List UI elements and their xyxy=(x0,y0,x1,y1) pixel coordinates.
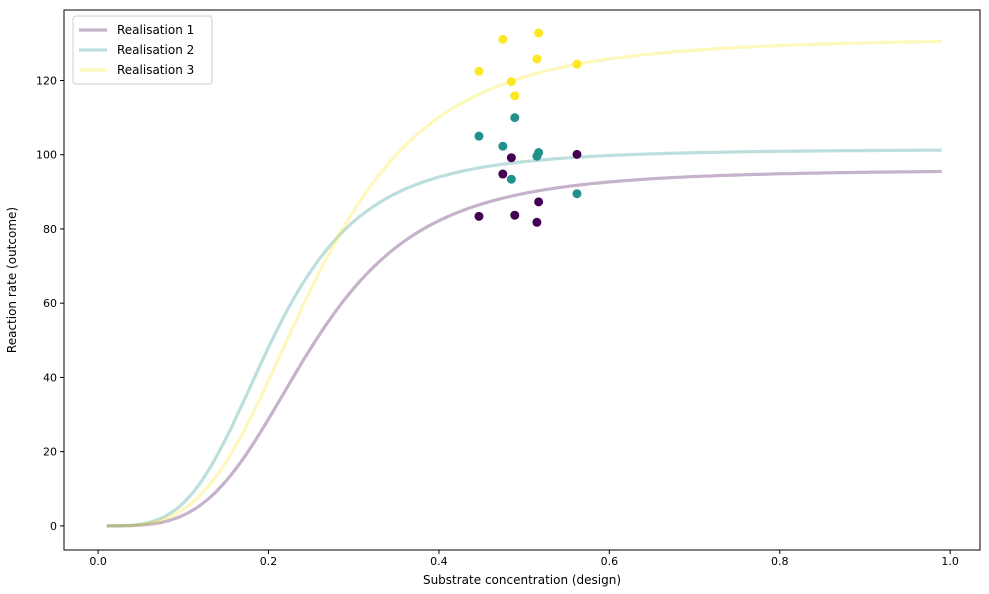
x-tick-label: 1.0 xyxy=(941,555,959,568)
y-tick-label: 120 xyxy=(36,75,57,88)
curve-realisation-2 xyxy=(106,148,942,528)
data-point-realisation-2 xyxy=(510,113,520,123)
x-tick-label: 0.4 xyxy=(430,555,448,568)
scatter-points xyxy=(474,28,582,227)
data-point-realisation-1 xyxy=(498,169,508,179)
x-tick-label: 0.6 xyxy=(601,555,619,568)
x-tick-label: 0.0 xyxy=(89,555,107,568)
x-axis-ticks: 0.0 0.2 0.4 0.6 0.8 1.0 xyxy=(89,550,959,568)
data-point-realisation-3 xyxy=(532,54,542,64)
data-point-realisation-1 xyxy=(510,210,520,220)
y-tick-label: 80 xyxy=(43,223,57,236)
legend-label: Realisation 3 xyxy=(117,63,194,77)
data-point-realisation-3 xyxy=(572,59,582,69)
curve-realisation-1 xyxy=(106,169,942,528)
y-tick-label: 60 xyxy=(43,297,57,310)
legend: Realisation 1 Realisation 2 Realisation 3 xyxy=(72,15,213,85)
plot-area xyxy=(64,10,980,550)
axes-frame xyxy=(63,9,981,551)
data-point-realisation-3 xyxy=(474,66,484,76)
y-tick-label: 100 xyxy=(36,149,57,162)
legend-box xyxy=(72,15,213,85)
data-point-realisation-1 xyxy=(474,211,484,221)
y-axis-label: Reaction rate (outcome) xyxy=(5,207,19,353)
data-point-realisation-2 xyxy=(534,148,544,158)
x-axis-label: Substrate concentration (design) xyxy=(423,573,621,587)
data-point-realisation-1 xyxy=(506,153,516,163)
data-point-realisation-2 xyxy=(506,174,516,184)
data-point-realisation-1 xyxy=(532,217,542,227)
y-tick-label: 20 xyxy=(43,446,57,459)
data-point-realisation-3 xyxy=(498,34,508,44)
y-tick-label: 0 xyxy=(50,520,57,533)
x-tick-label: 0.8 xyxy=(771,555,789,568)
data-point-realisation-3 xyxy=(534,28,544,38)
y-tick-label: 40 xyxy=(43,371,57,384)
data-point-realisation-3 xyxy=(510,91,520,101)
x-tick-label: 0.2 xyxy=(260,555,278,568)
legend-label: Realisation 2 xyxy=(117,43,194,57)
y-axis-ticks: 0 20 40 60 80 100 120 xyxy=(36,75,64,533)
data-point-realisation-3 xyxy=(506,77,516,87)
data-point-realisation-2 xyxy=(498,141,508,151)
data-point-realisation-2 xyxy=(572,189,582,199)
data-point-realisation-1 xyxy=(534,197,544,207)
legend-label: Realisation 1 xyxy=(117,23,194,37)
curves xyxy=(106,39,942,528)
data-point-realisation-2 xyxy=(474,131,484,141)
data-point-realisation-1 xyxy=(572,149,582,159)
curve-realisation-3 xyxy=(106,39,942,528)
